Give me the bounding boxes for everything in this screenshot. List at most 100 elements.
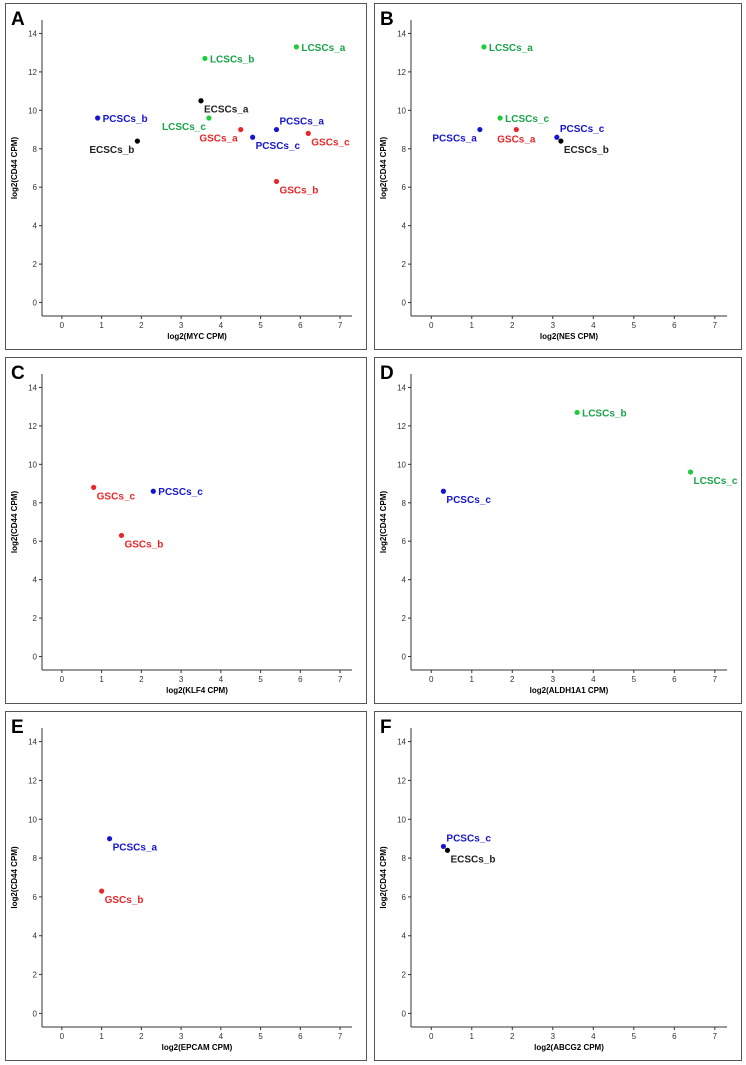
x-tick-label: 0 [60,1032,65,1041]
x-axis-title: log2(ABCG2 CPM) [534,1043,604,1052]
y-tick-label: 10 [28,460,37,469]
point-label: PCSCs_c [446,833,491,844]
y-tick-label: 6 [33,183,38,192]
y-tick-label: 6 [33,537,38,546]
y-axis-title: log2(CD44 CPM) [10,846,19,909]
y-tick-label: 2 [402,614,407,623]
data-point [150,488,156,494]
y-tick-label: 8 [33,854,38,863]
x-tick-label: 2 [510,321,515,330]
point-label: PCSCs_c [158,487,203,498]
data-point [273,126,280,133]
point-label: GSCs_a [199,134,238,145]
y-tick-label: 2 [33,614,38,623]
y-tick-label: 8 [33,499,38,508]
y-tick-label: 0 [402,1009,407,1018]
data-point [481,44,487,50]
data-point [238,126,244,133]
y-tick-label: 6 [402,537,407,546]
panel-e: E 0 2 4 6 8 10 12 14 0 1 2 3 4 5 6 7 log2(EPCAM CPM) log2(… [5,711,367,1061]
x-tick-label: 7 [338,321,343,330]
panel-letter-a: A [11,9,25,30]
y-tick-label: 14 [397,738,406,747]
y-axis-title: log2(CD44 CPM) [379,846,388,909]
x-tick-label: 7 [713,321,718,330]
x-tick-label: 1 [99,321,104,330]
data-point [202,55,208,62]
x-tick-label: 5 [258,321,263,330]
y-tick-label: 2 [33,260,38,269]
y-tick-label: 12 [28,68,37,77]
y-tick-label: 2 [33,971,38,980]
x-tick-label: 6 [672,675,677,684]
data-point [118,532,125,539]
x-axis-title: log2(NES CPM) [540,332,599,341]
point-label: LCSCs_a [489,43,533,54]
panel-b: B 0 2 4 6 8 10 12 14 0 1 2 3 4 5 6 7 log2(NES CPM) log2(CD… [374,3,742,350]
x-tick-label: 0 [60,675,65,684]
x-tick-label: 3 [551,675,556,684]
x-tick-label: 4 [591,321,596,330]
point-label: LCSCs_c [694,476,738,487]
point-label: GSCs_c [97,491,136,502]
x-tick-label: 0 [429,321,434,330]
data-point [99,888,105,894]
data-point [574,409,580,416]
point-label: ECSCs_a [204,105,249,116]
x-tick-label: 2 [139,675,144,684]
panel-f: F 0 2 4 6 8 10 12 14 0 1 2 3 4 5 6 7 log2(ABCG2 CPM) log2(… [374,711,742,1061]
point-label: PCSCs_c [446,495,491,506]
data-point [198,98,204,104]
x-tick-label: 7 [713,1032,718,1041]
data-point [477,126,483,133]
panel-letter-b: B [380,9,394,30]
panel-d: D 0 2 4 6 8 10 12 14 0 1 2 3 4 5 6 7 log2(ALDH1A1 CPM) log… [374,357,742,704]
panel-letter-d: D [380,363,394,384]
x-tick-label: 4 [591,1032,596,1041]
point-label: PCSCs_a [279,117,324,128]
y-tick-label: 14 [28,383,37,392]
y-axis-title: log2(CD44 CPM) [10,491,19,554]
y-axis-title: log2(CD44 CPM) [10,137,19,200]
x-tick-label: 7 [338,675,343,684]
y-tick-label: 0 [33,299,38,308]
x-tick-label: 1 [470,675,475,684]
x-tick-label: 0 [429,1032,434,1041]
x-tick-label: 4 [219,1032,224,1041]
x-tick-label: 5 [632,321,637,330]
y-tick-label: 14 [397,29,406,38]
x-tick-label: 3 [551,1032,556,1041]
x-tick-label: 3 [179,675,184,684]
x-tick-label: 6 [672,321,677,330]
data-point [687,469,694,475]
point-label: GSCs_b [105,895,144,906]
data-point [206,115,212,121]
x-tick-label: 3 [179,1032,184,1041]
x-axis-title: log2(ALDH1A1 CPM) [530,686,609,695]
data-point [305,130,311,137]
y-tick-label: 14 [397,383,406,392]
y-tick-label: 10 [397,815,406,824]
y-tick-label: 4 [33,222,38,231]
data-point [250,134,256,140]
y-tick-label: 8 [33,145,38,154]
point-label: GSCs_c [311,137,350,148]
x-axis-title: log2(EPCAM CPM) [162,1043,233,1052]
data-point [273,178,280,185]
point-label: GSCs_b [279,185,318,196]
point-label: PCSCs_b [103,114,148,125]
x-tick-label: 3 [551,321,556,330]
point-label: PCSCs_c [560,124,605,135]
y-tick-label: 14 [28,29,37,38]
x-tick-label: 1 [470,321,475,330]
x-tick-label: 2 [510,1032,515,1041]
x-tick-label: 5 [632,675,637,684]
x-tick-label: 0 [429,675,434,684]
x-axis-title: log2(KLF4 CPM) [166,686,228,695]
point-label: PCSCs_c [256,141,301,152]
x-tick-label: 1 [99,1032,104,1041]
